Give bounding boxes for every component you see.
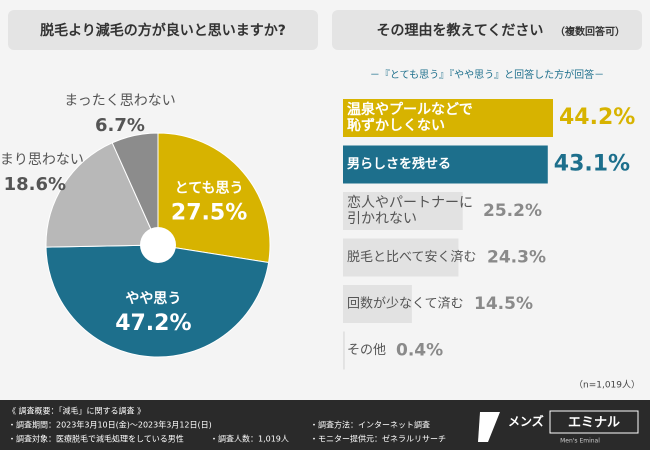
slice-label: あまり思わない — [0, 152, 84, 168]
bar-label: 恋人やパートナーに — [347, 194, 473, 211]
bar — [343, 285, 412, 323]
bar-label: その他 — [347, 343, 386, 358]
bar-label: 回数が少なくて済む — [347, 296, 464, 312]
bar-value: 25.2% — [483, 201, 542, 221]
footer-line: ・モニター提供元：ゼネラルリサーチ — [310, 434, 446, 444]
chart-title: その理由を教えてください — [377, 22, 544, 39]
bar-value: 24.3% — [487, 248, 546, 268]
bar-value: 43.1% — [554, 152, 630, 177]
footer-line: ・調査対象：医療脱毛で減毛処理をしている男性 — [8, 434, 184, 444]
pie-slice — [111, 132, 159, 246]
slice-value: 6.7% — [95, 115, 145, 136]
logo-mark — [478, 412, 500, 442]
slice-label: まったく思わない — [64, 93, 175, 109]
bar-label: 引かれない — [347, 211, 417, 227]
bar — [343, 145, 548, 184]
footer-line: ・調査人数：1,019人 — [210, 434, 289, 444]
bar — [343, 238, 459, 277]
header-box — [8, 10, 318, 50]
bar-value: 0.4% — [396, 341, 443, 361]
slice-value: 47.2% — [115, 311, 191, 336]
bar — [343, 192, 463, 230]
footer-heading: 《 調査概要：「減毛」に関する調査 》 — [8, 406, 145, 416]
logo-text: エミナル — [568, 416, 620, 431]
bar-label: 男らしさを残せる — [347, 156, 451, 172]
logo-text: メンズ — [508, 414, 544, 429]
bar — [343, 331, 345, 370]
slice-value: 18.6% — [4, 174, 66, 195]
bar — [343, 99, 553, 137]
bar-label: 脱毛と比べて安く済む — [347, 249, 476, 265]
pie-slice — [45, 142, 159, 248]
header-box — [332, 10, 642, 50]
sample-note: （n=1,019人） — [574, 380, 640, 391]
bar-value: 14.5% — [474, 294, 533, 314]
footer-line: ・調査方法：インターネット調査 — [310, 420, 430, 430]
slice-label: とても思う — [175, 180, 244, 196]
logo-sub: Men's Eminal — [560, 438, 600, 445]
footer-bg — [0, 400, 650, 450]
title-note: （複数回答可） — [555, 25, 625, 38]
bar-label: 温泉やプールなどで — [347, 101, 473, 118]
logo-box — [549, 410, 639, 434]
pie-slice — [157, 132, 271, 264]
chart-title: 脱毛より減毛の方が良いと思いますか? — [40, 22, 286, 39]
pie-slice — [45, 244, 270, 358]
footer-line: ・調査期間：2023年3月10日(金)〜2023年3月12日(日) — [8, 420, 212, 430]
subtitle: －『とても思う』『やや思う』と回答した方が回答－ — [370, 68, 604, 81]
donut-hole — [140, 227, 176, 263]
bar-label: 恥ずかしくない — [347, 117, 445, 134]
bar-value: 44.2% — [559, 105, 635, 130]
slice-value: 27.5% — [171, 200, 247, 225]
slice-label: やや思う — [125, 291, 181, 307]
